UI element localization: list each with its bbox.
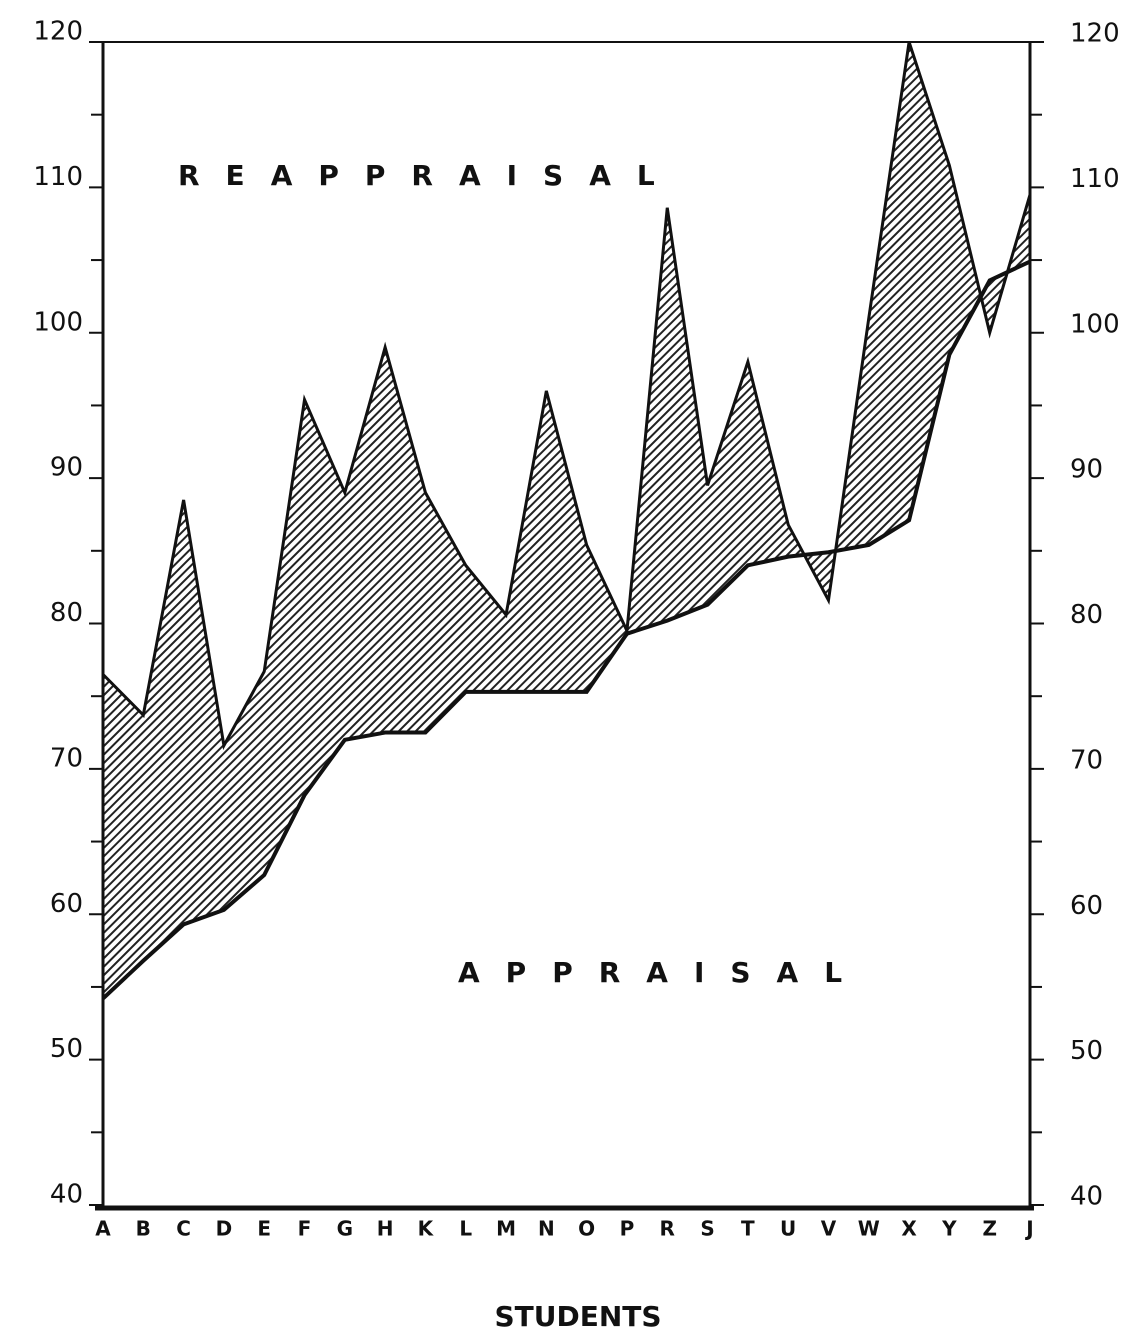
x-tick-label: E [257,1217,271,1241]
x-tick-label: V [821,1217,837,1241]
x-tick-label: F [298,1217,312,1241]
y2-tick-label: 120 [1070,19,1120,49]
y-tick-label: 110 [33,162,83,192]
x-tick-label: D [216,1217,233,1241]
y-tick-label: 80 [50,598,83,628]
y-tick-label: 60 [50,889,83,919]
y-tick-label: 70 [50,743,83,773]
appraisal-label: APPRAISAL [458,956,868,989]
y-tick-label: 120 [33,17,83,47]
y2-tick-label: 70 [1070,745,1103,775]
y2-tick-label: 60 [1070,891,1103,921]
x-tick-label: L [459,1217,472,1241]
y2-tick-label: 110 [1070,164,1120,194]
x-tick-label: Z [982,1217,997,1241]
x-tick-label: K [418,1217,435,1241]
x-tick-label: C [176,1217,191,1241]
series-line [101,259,1031,1001]
x-tick-label: S [700,1217,714,1241]
x-tick-label: X [901,1217,917,1241]
x-tick-label: P [620,1217,635,1241]
x-tick-label: H [377,1217,394,1241]
x-tick-label: R [660,1217,675,1241]
x-axis-label: STUDENTS [494,1300,661,1333]
x-tick-label: B [136,1217,151,1241]
x-tick-label: T [741,1217,755,1241]
x-tick-label: J [1024,1217,1033,1241]
x-tick-label: O [578,1217,595,1241]
series-line [101,41,1032,751]
x-tick-label: G [337,1217,353,1241]
reappraisal-label: REAPPRAISAL [178,159,681,192]
y2-tick-label: 80 [1070,600,1103,630]
y2-tick-label: 90 [1070,455,1103,485]
x-tick-label: M [496,1217,516,1241]
y2-tick-label: 50 [1070,1036,1103,1066]
x-tick-label: A [95,1217,111,1241]
y-tick-label: 100 [33,307,83,337]
y-tick-label: 90 [50,453,83,483]
y2-tick-label: 100 [1070,309,1120,339]
band-fill [103,42,1030,999]
x-tick-label: W [858,1217,880,1241]
y-tick-label: 50 [50,1034,83,1064]
x-tick-label: Y [941,1217,957,1241]
y2-tick-label: 40 [1070,1182,1103,1212]
y-tick-label: 40 [50,1180,83,1210]
x-tick-label: U [780,1217,796,1241]
x-tick-label: N [538,1217,555,1241]
